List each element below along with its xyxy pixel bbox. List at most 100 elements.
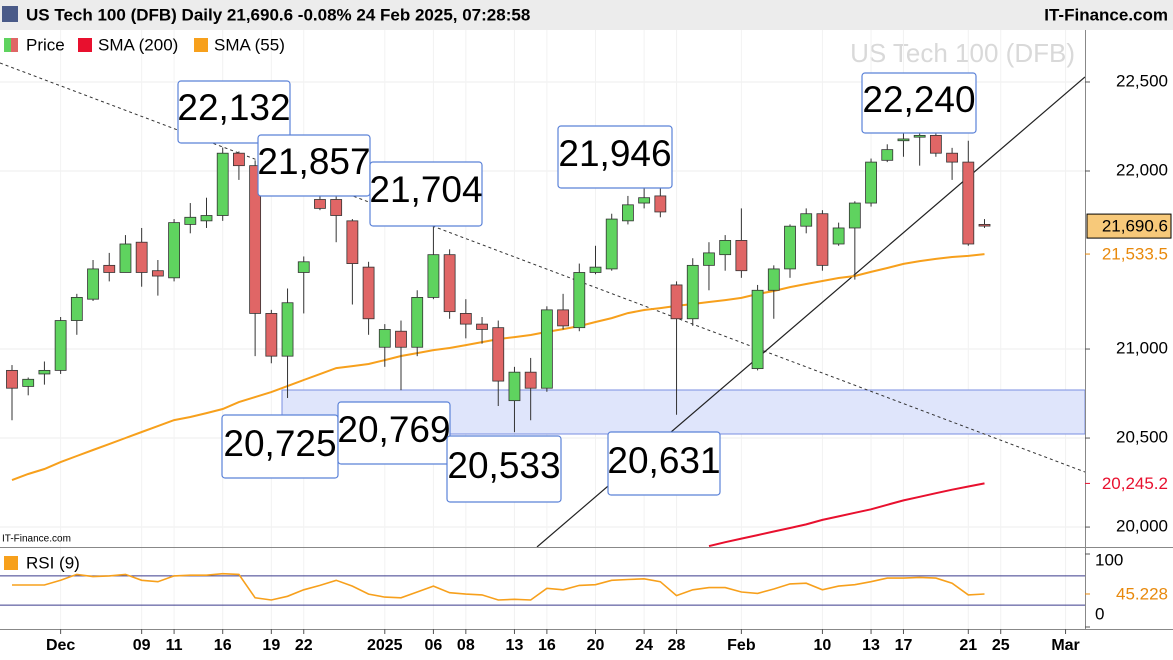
candle-body: [929, 134, 942, 154]
candle-body: [135, 241, 148, 273]
annotation-box: [177, 80, 291, 144]
annotation: 20,725: [223, 423, 336, 464]
candle-body: [281, 302, 294, 357]
candle-body: [735, 240, 748, 272]
x-tick-label: 28: [668, 637, 686, 654]
candle-body: [638, 197, 651, 204]
candle-body: [946, 152, 958, 163]
candle-body: [524, 371, 537, 389]
y-tick-label: 100: [1095, 550, 1123, 569]
line: [708, 482, 985, 547]
x-tick-label: 21: [959, 637, 977, 654]
legend: Price SMA (200) SMA (55) RSI (9): [4, 35, 285, 572]
legend-label: SMA (55): [214, 35, 285, 54]
logo: [2, 6, 18, 22]
price-tag-box: [1086, 213, 1172, 239]
y-tick-label: 0: [1095, 604, 1104, 623]
candle-body: [476, 323, 488, 330]
rsi-layer: [0, 572, 1085, 606]
annotation: 20,533: [447, 445, 560, 486]
candle-body: [719, 240, 732, 256]
candle-body: [540, 309, 553, 389]
x-tick-label: 24: [635, 637, 653, 654]
series-layer: [6, 128, 991, 547]
candle-body: [816, 213, 829, 266]
candle-body: [848, 202, 861, 229]
y-tick-label: 22,500: [1116, 71, 1168, 90]
candle-body: [573, 272, 586, 329]
candle-body: [297, 261, 310, 273]
x-tick-label: 16: [214, 637, 232, 654]
source: IT-Finance.com: [1044, 5, 1168, 24]
x-tick-label: Dec: [46, 637, 75, 654]
candle-body: [378, 329, 391, 348]
candle-body: [670, 284, 683, 320]
candle-body: [427, 254, 440, 298]
x-tick-label: 10: [814, 637, 832, 654]
candle-body: [784, 225, 796, 270]
axes: 20,000 20,500 21,000 22,000 22,500 Dec 09 11 16 1…: [46, 71, 1172, 654]
legend-label: Price: [26, 35, 65, 54]
legend-swatch: [4, 556, 18, 570]
source-small: IT-Finance.com: [2, 534, 71, 545]
candle-body: [6, 369, 18, 389]
watermark: US Tech 100 (DFB): [850, 38, 1075, 68]
x-tick-label: 25: [992, 637, 1010, 654]
candle-body: [184, 216, 197, 225]
candle-body: [216, 152, 229, 216]
candle-body: [330, 199, 343, 216]
candle-body: [168, 222, 180, 279]
candle-body: [119, 243, 132, 273]
annotation-box: [607, 431, 721, 496]
candle-body: [865, 161, 877, 204]
candle-body: [70, 297, 83, 321]
header-bar: [0, 0, 1173, 30]
x-tick-label: 19: [262, 637, 280, 654]
candle-body: [800, 213, 813, 227]
candle-body: [233, 152, 245, 167]
candle-body: [686, 264, 699, 320]
x-tick-label: Feb: [727, 637, 756, 654]
candle-body: [38, 369, 51, 375]
annotation: 21,946: [558, 133, 671, 174]
annotations: 22,132 21,857 21,704 21,946 22,240 20,72…: [177, 72, 977, 503]
candle-body: [832, 227, 845, 245]
legend-swatch: [4, 38, 11, 52]
candle-body: [622, 204, 634, 222]
candle-body: [151, 270, 164, 277]
legend-label: SMA (200): [98, 35, 178, 54]
x-tick-label: 09: [133, 637, 151, 654]
x-tick-label: 22: [295, 637, 313, 654]
annotation-box: [557, 125, 673, 189]
price-tag-label: 45.228: [1116, 584, 1168, 603]
candle-body: [411, 297, 424, 348]
candle-body: [443, 254, 456, 313]
x-tick-label: Mar: [1051, 637, 1079, 654]
x-tick-label: 06: [425, 637, 443, 654]
legend-label: RSI (9): [26, 553, 80, 572]
x-tick-label: 13: [862, 637, 880, 654]
legend-swatch: [194, 38, 208, 52]
price-tag-label: 21,690.6: [1102, 217, 1168, 236]
candle-body: [395, 330, 407, 348]
y-tick-label: 20,500: [1116, 428, 1168, 447]
annotation: 21,704: [369, 169, 482, 210]
y-tick-label: 20,000: [1116, 517, 1168, 536]
candle-body: [654, 195, 667, 213]
annotation-box: [446, 435, 562, 503]
candle-body: [751, 289, 764, 370]
price-tag-label: 21,533.5: [1102, 245, 1168, 264]
annotation: 21,857: [257, 141, 370, 182]
candle-body: [265, 313, 278, 357]
y-tick-label: 22,000: [1116, 160, 1168, 179]
x-tick-label: 11: [166, 637, 183, 654]
candle-body: [703, 252, 715, 266]
x-tick-label: 20: [587, 637, 605, 654]
candle-body: [881, 149, 894, 161]
legend-swatch: [11, 38, 18, 52]
x-tick-label: 08: [457, 637, 475, 654]
candle-body: [897, 138, 910, 142]
candle-body: [913, 134, 926, 138]
candle-body: [362, 266, 375, 320]
